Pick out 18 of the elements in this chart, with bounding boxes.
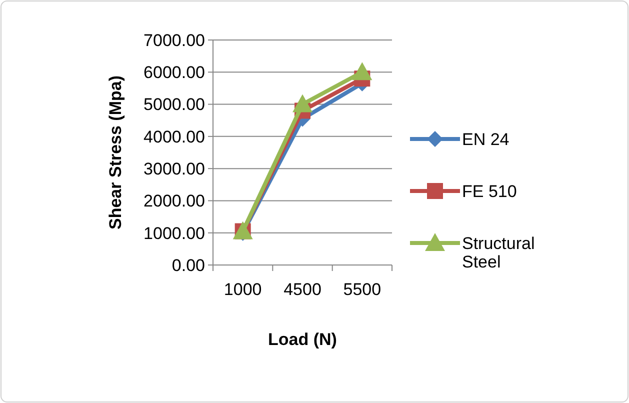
- y-axis-title: Shear Stress (Mpa): [106, 76, 125, 230]
- y-tick-label: 5000.00: [144, 95, 205, 114]
- x-tick-label: 5500: [343, 280, 382, 299]
- y-tick-label: 1000.00: [144, 224, 205, 243]
- x-tick-label: 1000: [224, 280, 262, 299]
- y-tick-label: 4000.00: [144, 127, 205, 146]
- y-tick-label: 0.00: [172, 256, 205, 275]
- y-tick-label: 3000.00: [144, 160, 205, 179]
- y-tick-label: 6000.00: [144, 63, 205, 82]
- x-tick-label: 4500: [284, 280, 322, 299]
- y-tick-label: 7000.00: [144, 30, 205, 50]
- legend-label: Structural Steel: [462, 234, 535, 272]
- y-tick-label: 2000.00: [144, 192, 205, 211]
- point: [292, 94, 312, 112]
- point: [352, 62, 372, 80]
- x-axis-title: Load (N): [268, 330, 337, 349]
- legend-label: EN 24: [462, 130, 510, 149]
- legend-label: FE 510: [462, 182, 517, 201]
